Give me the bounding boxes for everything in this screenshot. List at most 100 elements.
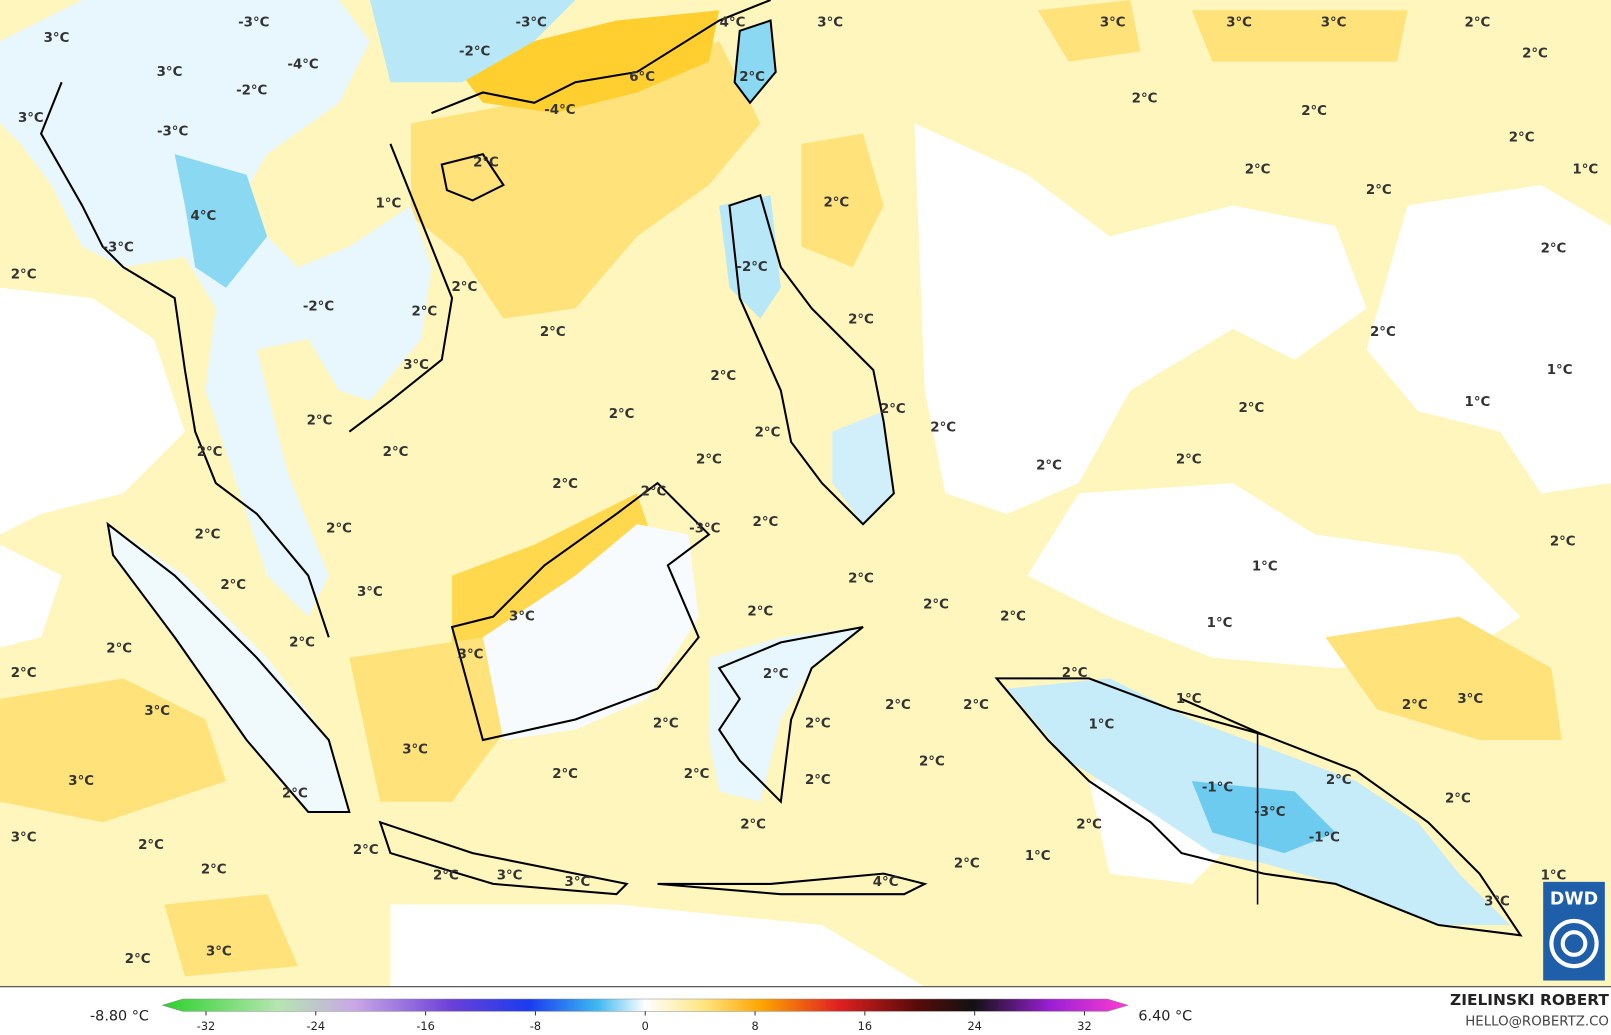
temperature-label: -2°C (459, 44, 490, 59)
temperature-label: 3°C (1457, 692, 1483, 707)
temperature-label: 4°C (873, 875, 899, 890)
temperature-label: 2°C (1036, 459, 1062, 474)
temperature-label: 3°C (144, 704, 170, 719)
temperature-label: 2°C (1509, 131, 1535, 146)
temperature-label: 1°C (1207, 616, 1233, 631)
temperature-label: 2°C (609, 407, 635, 422)
temperature-label: 2°C (880, 402, 906, 417)
temperature-label: 4°C (191, 209, 217, 224)
logo-swirl (1560, 930, 1588, 957)
region (1366, 185, 1611, 494)
colorbar-bar (161, 998, 1130, 1012)
temperature-label: 2°C (1301, 104, 1327, 119)
temperature-label: 3°C (1226, 16, 1252, 31)
land (734, 20, 776, 103)
temperature-label: 3°C (44, 31, 70, 46)
temperature-label: -3°C (1254, 805, 1285, 820)
land (719, 195, 781, 319)
temperature-label: 2°C (1522, 46, 1548, 61)
region (1037, 0, 1141, 62)
temperature-label: 2°C (755, 426, 781, 441)
temperature-label: 2°C (747, 605, 773, 620)
land (482, 524, 699, 741)
land (174, 154, 268, 288)
temperature-label: 2°C (11, 267, 37, 282)
temperature-label: 2°C (1445, 792, 1471, 807)
temperature-label: 2°C (696, 452, 722, 467)
colorbar-tick-label: 8 (751, 1020, 758, 1033)
region (0, 678, 227, 823)
temperature-label: 3°C (18, 111, 44, 126)
temperature-label: -4°C (287, 58, 318, 73)
land (1191, 781, 1336, 854)
region (0, 544, 62, 648)
temperature-label: 3°C (157, 65, 183, 80)
temperature-label: 2°C (1370, 325, 1396, 340)
temperature-label: 2°C (653, 717, 679, 732)
temperature-label: 2°C (684, 767, 710, 782)
temperature-label: -3°C (689, 521, 720, 536)
temperature-label: 2°C (805, 717, 831, 732)
temperature-label: -2°C (303, 299, 334, 314)
temperature-label: 2°C (1076, 817, 1102, 832)
temperature-label: 2°C (1176, 452, 1202, 467)
map-area (0, 0, 1611, 987)
temperature-label: 2°C (848, 313, 874, 328)
temperature-label: 3°C (68, 774, 94, 789)
land (369, 0, 576, 83)
temperature-label: -3°C (103, 241, 134, 256)
temperature-label: 2°C (307, 413, 333, 428)
temperature-label: 2°C (383, 445, 409, 460)
temperature-label: 3°C (817, 16, 843, 31)
temperature-label: 1°C (1089, 718, 1115, 733)
temperature-label: -3°C (157, 125, 188, 140)
colorbar-tick-label: -24 (307, 1020, 325, 1033)
temperature-label: 2°C (220, 578, 246, 593)
temperature-label: 2°C (353, 843, 379, 858)
temperature-label: 1°C (1025, 849, 1051, 864)
temperature-label: 2°C (923, 597, 949, 612)
temperature-label: 2°C (823, 195, 849, 210)
temperature-label: 2°C (740, 817, 766, 832)
temperature-label: 2°C (1550, 535, 1576, 550)
credit-email: HELLO@ROBERTZ.CO (1465, 1015, 1609, 1030)
temperature-label: 2°C (197, 445, 223, 460)
colorbar-tick-label: -16 (416, 1020, 434, 1033)
temperature-label: 2°C (1541, 242, 1567, 257)
temperature-label: 3°C (458, 648, 484, 663)
temperature-labels: -3°C 3°C 3°C 3°C -2°C -3°C -4°C -2°C -3°C -4°C 6°C… (11, 16, 1598, 967)
temperature-label: 3°C (402, 742, 428, 757)
colorbar: -8.80 °C 6.40 °C -32 -24 -16 -8 0 8 16 24 32 (90, 998, 1192, 1033)
region (1027, 483, 1521, 669)
temperature-label: 2°C (201, 863, 227, 878)
temperature-label: 1°C (1252, 559, 1278, 574)
credit-name: ZIELINSKI ROBERT (1450, 991, 1609, 1009)
temperature-label: 2°C (1239, 401, 1265, 416)
temperature-label: 3°C (11, 831, 37, 846)
land (205, 308, 329, 617)
temperature-label: 3°C (497, 869, 523, 884)
temperature-label: 2°C (1366, 183, 1392, 198)
temperature-label: 2°C (919, 755, 945, 770)
temperature-label: -4°C (544, 103, 575, 118)
temperature-label: 1°C (375, 197, 401, 212)
region (349, 637, 514, 802)
temperature-label: 3°C (403, 358, 429, 373)
temperature-label: 6°C (629, 70, 655, 85)
temperature-label: 2°C (11, 666, 37, 681)
temperature-label: 2°C (710, 369, 736, 384)
temperature-label: 1°C (1547, 363, 1573, 378)
temperature-label: 2°C (930, 421, 956, 436)
region (390, 904, 925, 987)
temperature-label: 2°C (289, 635, 315, 650)
temperature-label: 4°C (720, 16, 746, 31)
temperature-label: 2°C (326, 521, 352, 536)
temperature-label: 2°C (125, 952, 151, 967)
temperature-label: 2°C (1326, 773, 1352, 788)
region (1325, 616, 1562, 741)
dwd-logo: DWD (1543, 881, 1605, 981)
coastline (39, 0, 1523, 937)
temperature-label: 2°C (282, 786, 308, 801)
temperature-label: 2°C (753, 515, 779, 530)
